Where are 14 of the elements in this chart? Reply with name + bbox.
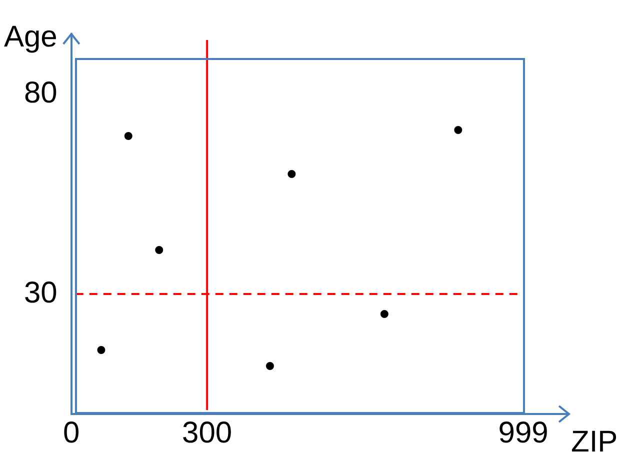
point [124,132,132,140]
point [380,310,388,318]
x-tick-label: 0 [63,416,80,450]
x-tick-label: 300 [182,416,232,450]
point [155,246,164,254]
y-tick-label: 30 [24,276,58,310]
point [97,346,106,354]
point [266,362,274,370]
y-axis-title: Age [4,20,58,54]
point [288,170,296,178]
x-tick-label: 999 [498,416,548,450]
y-tick-label: 80 [24,76,58,110]
x-axis-title: ZIP [571,425,618,456]
point [454,126,462,134]
